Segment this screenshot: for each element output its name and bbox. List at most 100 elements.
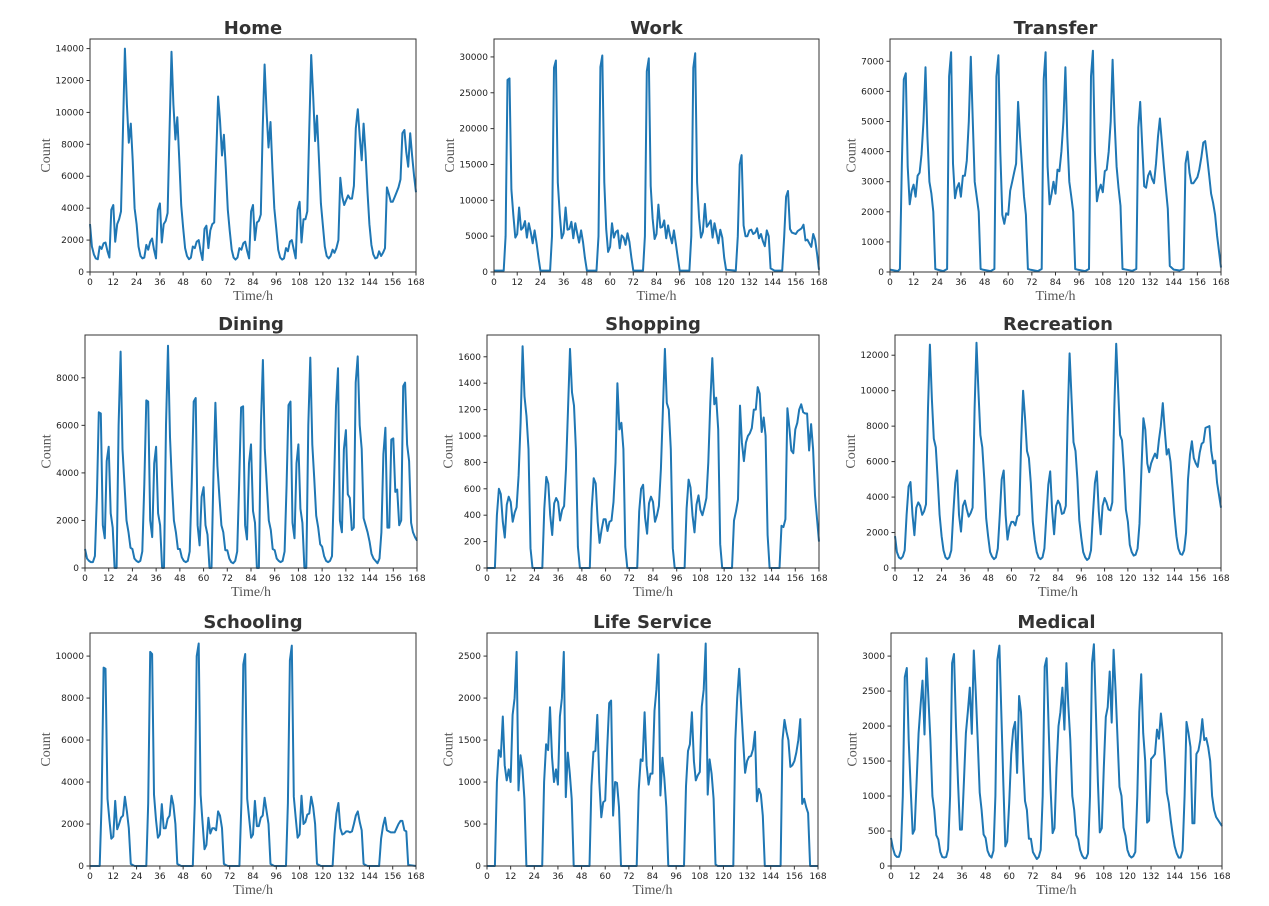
x-tick-label: 168	[408, 574, 425, 584]
x-tick-label: 108	[1096, 574, 1113, 584]
x-tick-label: 84	[647, 872, 659, 882]
x-tick-label: 96	[1074, 872, 1086, 882]
y-tick-label: 3000	[862, 652, 885, 662]
y-axis-label: Count	[442, 434, 457, 468]
subplot-work: Work 0 12 24 36 48 60 72 84 96 108 120 132 144 156 168 0…	[443, 18, 828, 304]
x-tick-label: 72	[628, 278, 639, 288]
x-tick-label: 120	[314, 574, 331, 584]
x-tick-label: 108	[1095, 872, 1112, 882]
x-tick-label: 108	[694, 278, 711, 288]
y-tick-label: 4000	[861, 148, 884, 158]
series-line-schooling	[90, 642, 417, 867]
y-tick-label: 7000	[861, 57, 884, 67]
x-tick-label: 156	[1190, 872, 1207, 882]
x-tick-label: 96	[271, 872, 283, 882]
x-tick-label: 48	[576, 574, 588, 584]
y-tick-label: 2500	[862, 687, 885, 697]
x-tick-label: 132	[1141, 278, 1158, 288]
series-line-medical	[890, 643, 1223, 860]
x-tick-label: 48	[576, 872, 588, 882]
x-tick-label: 108	[291, 278, 308, 288]
y-tick-label: 15000	[459, 160, 488, 170]
x-tick-label: 108	[291, 872, 308, 882]
y-axis-label: Count	[442, 732, 457, 766]
x-tick-label: 60	[201, 278, 213, 288]
subplot-title: Home	[224, 18, 282, 39]
x-tick-label: 48	[177, 278, 189, 288]
y-tick-label: 0	[878, 268, 884, 278]
x-tick-label: 168	[1212, 278, 1229, 288]
x-tick-label: 12	[909, 872, 920, 882]
x-tick-label: 144	[1166, 872, 1183, 882]
x-tick-label: 72	[1026, 278, 1037, 288]
x-tick-label: 144	[764, 278, 781, 288]
y-tick-label: 12000	[860, 351, 889, 361]
y-axis-label: Count	[39, 732, 54, 766]
x-tick-label: 60	[600, 574, 612, 584]
x-tick-label: 168	[1212, 574, 1229, 584]
x-tick-label: 96	[269, 574, 281, 584]
y-tick-label: 5000	[861, 117, 884, 127]
subplot-title: Schooling	[203, 612, 302, 633]
x-tick-label: 156	[384, 278, 401, 288]
subplot-recreation: Recreation 0 12 24 36 48 60 72 84 96 108 120 132 144 1…	[844, 314, 1230, 600]
x-tick-label: 132	[738, 872, 755, 882]
series-line-shopping	[487, 345, 820, 569]
x-tick-label: 132	[1142, 872, 1159, 882]
y-axis-label: Count	[443, 138, 458, 172]
x-tick-label: 144	[1165, 278, 1182, 288]
x-tick-label: 144	[361, 872, 378, 882]
x-tick-label: 120	[314, 872, 331, 882]
series-line-life-service	[487, 642, 818, 867]
x-axis-label: Time/h	[233, 883, 273, 898]
x-tick-label: 48	[980, 872, 992, 882]
x-tick-label: 96	[674, 278, 686, 288]
y-axis-label: Count	[844, 434, 859, 468]
x-tick-label: 84	[1051, 872, 1063, 882]
x-tick-label: 84	[647, 574, 659, 584]
y-tick-label: 1500	[458, 736, 481, 746]
plot-frame	[493, 38, 820, 273]
y-tick-label: 4000	[61, 778, 84, 788]
y-tick-label: 0	[78, 268, 84, 278]
y-tick-label: 200	[464, 538, 481, 548]
y-tick-label: 1500	[862, 757, 885, 767]
y-tick-label: 0	[475, 564, 481, 574]
x-tick-label: 108	[290, 574, 307, 584]
y-tick-label: 5000	[465, 232, 488, 242]
x-tick-label: 72	[1029, 574, 1040, 584]
x-tick-label: 24	[529, 574, 541, 584]
x-axis-label: Time/h	[231, 585, 271, 600]
x-tick-label: 60	[599, 872, 611, 882]
x-tick-label: 96	[670, 872, 682, 882]
x-tick-label: 132	[739, 574, 756, 584]
x-tick-label: 48	[982, 574, 994, 584]
x-tick-label: 120	[314, 278, 331, 288]
x-axis-label: Time/h	[633, 585, 673, 600]
y-tick-label: 10000	[860, 387, 889, 397]
y-tick-label: 10000	[55, 108, 84, 118]
subplot-home: Home 0 12 24 36 48 60 72 84 96 108 120 132 144 156 168 0…	[39, 18, 425, 304]
x-tick-label: 132	[337, 574, 354, 584]
x-tick-label: 0	[87, 872, 93, 882]
y-tick-label: 6000	[56, 421, 79, 431]
y-tick-label: 400	[464, 511, 481, 521]
y-tick-label: 600	[464, 485, 481, 495]
x-tick-label: 0	[484, 574, 490, 584]
x-tick-label: 24	[131, 278, 143, 288]
x-tick-label: 108	[1094, 278, 1111, 288]
x-tick-label: 96	[271, 278, 283, 288]
plot-frame	[486, 334, 820, 569]
y-tick-label: 1000	[458, 778, 481, 788]
y-axis-label: Count	[40, 434, 55, 468]
x-tick-label: 0	[82, 574, 88, 584]
x-tick-label: 24	[131, 872, 143, 882]
y-axis-label: Count	[39, 138, 54, 172]
x-tick-label: 156	[787, 278, 804, 288]
x-tick-label: 156	[384, 872, 401, 882]
x-tick-label: 36	[558, 278, 570, 288]
x-tick-label: 36	[552, 872, 564, 882]
x-tick-label: 60	[198, 574, 210, 584]
x-tick-label: 120	[718, 278, 735, 288]
